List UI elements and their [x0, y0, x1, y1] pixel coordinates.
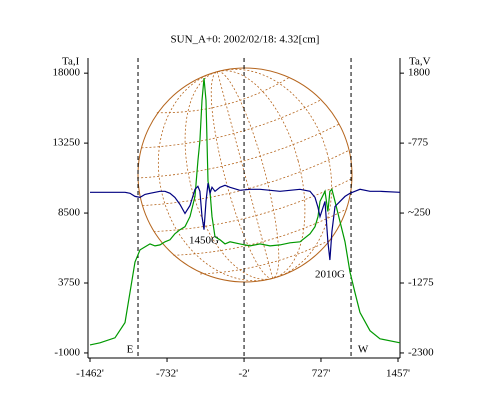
y2-axis-label: Ta,V	[409, 56, 431, 68]
series-line	[89, 78, 401, 346]
y-tick-label: 8500	[58, 207, 81, 219]
y2-tick-label: -1275	[408, 277, 434, 289]
y2-tick-label: ~250	[408, 207, 431, 219]
annotation: 1450G	[189, 235, 219, 247]
y-tick-label: 13250	[53, 137, 81, 149]
y2-tick-label: -775	[408, 137, 429, 149]
x-tick-label: -732'	[156, 368, 178, 380]
y2-tick-label: 1800	[408, 67, 431, 79]
x-tick-label: -1462'	[76, 368, 104, 380]
series-line	[90, 183, 401, 261]
y-axis-label: Ta,I	[62, 56, 80, 68]
y-tick-label: 18000	[53, 67, 81, 79]
limb-label: W	[358, 344, 369, 356]
x-tick-label: 727'	[312, 368, 331, 380]
y2-tick-label: -2300	[408, 346, 434, 358]
y-tick-label: 3750	[58, 277, 81, 289]
chart-title: SUN_A+0: 2002/02/18: 4.32[cm]	[171, 34, 320, 46]
x-tick-label: -2'	[238, 368, 249, 380]
x-tick-label: 1457'	[386, 368, 410, 380]
y-tick-label: -1000	[54, 346, 80, 358]
solar-disk	[137, 67, 353, 283]
limb-label: E	[127, 344, 134, 356]
annotation: 2010G	[315, 269, 345, 281]
